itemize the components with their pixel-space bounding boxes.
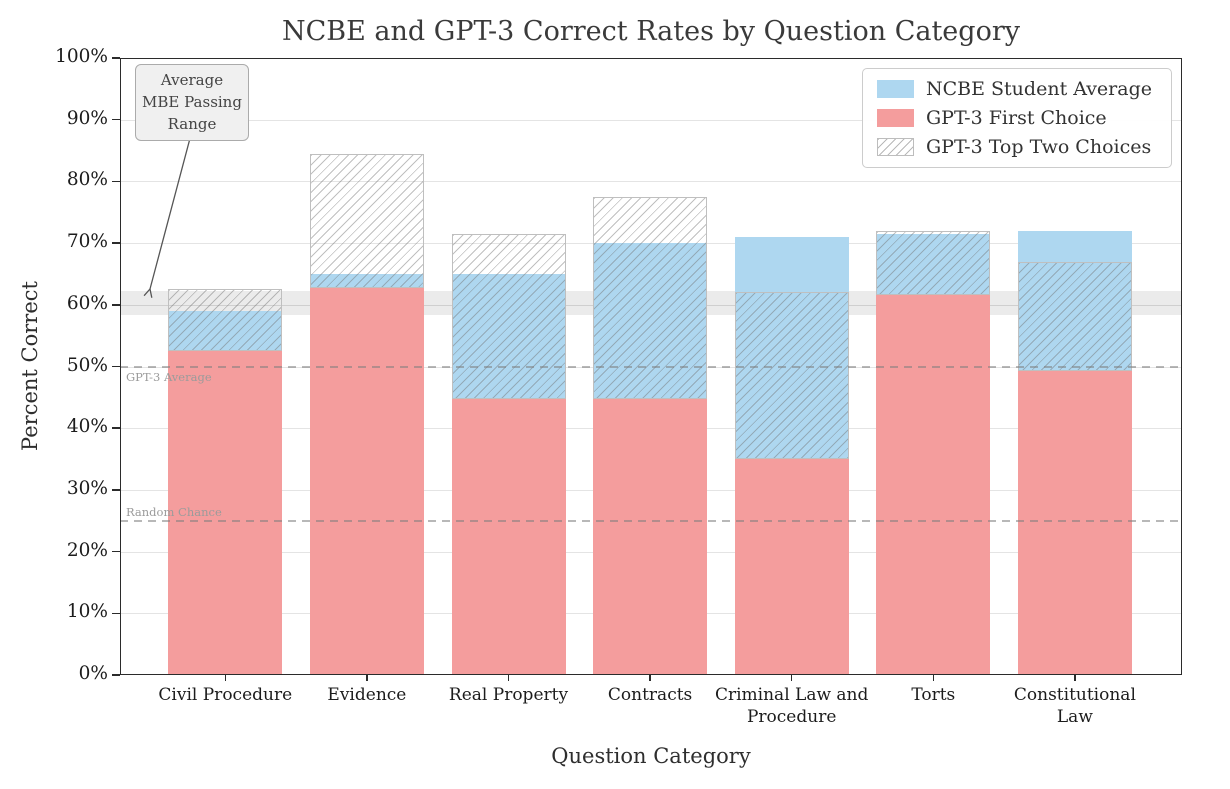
y-axis-tick-label: 90% <box>66 107 108 129</box>
x-axis-tick-label: Real Property <box>448 685 569 705</box>
y-axis-tick-label: 20% <box>66 539 108 561</box>
y-axis-tick-label: 50% <box>66 354 108 376</box>
random-chance-line <box>120 519 1182 522</box>
x-axis-tick <box>224 675 227 681</box>
bar-gpt3-first-choice <box>876 294 991 675</box>
legend: NCBE Student Average GPT-3 First Choice … <box>862 68 1172 168</box>
y-axis-tick-label: 60% <box>66 292 108 314</box>
y-axis-tick <box>112 550 120 553</box>
x-axis-tick <box>1074 675 1076 681</box>
plot-area: 0% 10% 20% 30% 40% 50% 60% 70% 80% 90% 100% Civil P… <box>55 46 1182 727</box>
gpt-3-average-line <box>120 365 1182 368</box>
x-axis-tick <box>790 675 793 681</box>
y-axis-tick-label: 0% <box>78 663 108 684</box>
gridline <box>120 181 1182 183</box>
random-chance-label: Random Chance <box>126 504 222 519</box>
bar-gpt3-first-choice <box>309 288 424 675</box>
legend-label-gpt3-first: GPT-3 First Choice <box>926 106 1107 129</box>
y-axis-tick <box>112 489 120 491</box>
x-axis-tick <box>507 675 510 681</box>
bar-gpt3-top-two-choices <box>876 230 991 295</box>
y-axis-tick-label: 40% <box>66 416 108 438</box>
x-axis-tick <box>366 675 368 681</box>
legend-label-gpt3-top-two: GPT-3 Top Two Choices <box>926 135 1152 158</box>
y-axis-tick <box>112 304 120 306</box>
chart-title: NCBE and GPT-3 Correct Rates by Question… <box>282 16 1020 47</box>
y-axis-tick <box>112 674 120 676</box>
y-axis-tick <box>112 118 120 121</box>
bar-gpt3-first-choice <box>593 399 708 675</box>
legend-swatch-ncbe <box>877 80 914 99</box>
bar-gpt3-first-choice <box>168 351 283 675</box>
x-axis-tick-label: Criminal Law and Procedure <box>714 685 869 728</box>
bar-gpt3-top-two-choices <box>451 233 566 400</box>
legend-item-gpt3-top-two: GPT-3 Top Two Choices <box>877 136 1157 158</box>
y-axis-tick <box>112 180 120 183</box>
x-axis-tick-label: Civil Procedure <box>158 685 293 705</box>
y-axis-tick-label: 70% <box>66 231 108 253</box>
x-axis-tick <box>932 675 935 681</box>
legend-item-ncbe: NCBE Student Average <box>877 78 1157 100</box>
legend-swatch-gpt3-top-two <box>877 137 914 156</box>
y-axis-tick-label: 80% <box>66 169 108 191</box>
bar-gpt3-first-choice <box>734 459 849 675</box>
x-axis-tick-label: Torts <box>911 685 956 705</box>
y-axis-tick <box>112 242 120 244</box>
bar-gpt3-first-choice <box>1017 371 1132 675</box>
bar-gpt3-top-two-choices <box>734 292 849 460</box>
bar-gpt3-top-two-choices <box>168 289 283 352</box>
gridline <box>120 119 1182 121</box>
legend-label-ncbe: NCBE Student Average <box>926 78 1152 101</box>
bar-gpt3-top-two-choices <box>309 153 424 289</box>
x-axis-tick-label: Constitutional Law <box>1013 685 1136 728</box>
gpt-3-average-label: GPT-3 Average <box>126 369 212 384</box>
x-axis-tick-label: Evidence <box>327 685 407 705</box>
y-axis-tick-label: 10% <box>66 601 108 623</box>
bar-gpt3-top-two-choices <box>1017 261 1132 372</box>
x-axis-title: Question Category <box>551 744 751 768</box>
y-axis-tick-label: 100% <box>55 46 108 67</box>
bar-gpt3-first-choice <box>451 399 566 675</box>
y-axis-tick <box>112 57 120 59</box>
legend-swatch-gpt3-first <box>877 108 914 127</box>
y-axis-tick <box>112 612 120 615</box>
y-axis-tick <box>112 365 120 368</box>
y-axis-tick <box>112 427 120 429</box>
passing-range-annotation: Average MBE Passing Range <box>135 64 249 142</box>
y-axis-tick-label: 30% <box>66 477 108 499</box>
x-axis-tick <box>649 675 651 681</box>
x-axis-tick-label: Contracts <box>607 685 693 705</box>
legend-item-gpt3-first: GPT-3 First Choice <box>877 107 1157 129</box>
bar-gpt3-top-two-choices <box>593 196 708 400</box>
